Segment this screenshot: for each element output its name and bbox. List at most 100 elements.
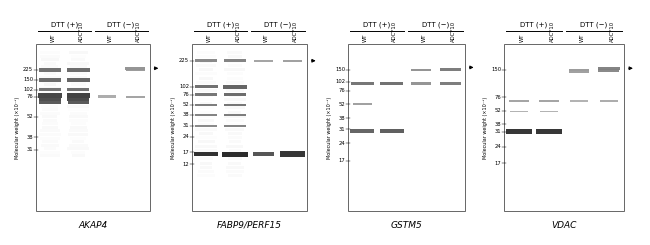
Bar (539, 100, 558, 102)
Bar (225, 106, 245, 109)
Bar (39, 98, 61, 101)
Bar (67, 93, 90, 98)
Bar (68, 88, 90, 91)
Bar (283, 60, 302, 62)
Bar (38, 78, 61, 82)
Text: 24: 24 (183, 134, 189, 139)
Text: WT: WT (265, 33, 269, 42)
Text: WT: WT (51, 33, 56, 42)
Bar (40, 69, 60, 72)
Bar (229, 140, 241, 143)
Bar (227, 51, 242, 54)
Text: WT: WT (580, 33, 584, 42)
Bar (510, 111, 528, 112)
Bar (98, 96, 116, 98)
Text: 31: 31 (183, 123, 189, 128)
Text: 102: 102 (335, 79, 345, 84)
Text: ADCY10: ADCY10 (549, 21, 554, 42)
Text: 52: 52 (183, 102, 189, 107)
Bar (39, 76, 61, 79)
Text: 31: 31 (339, 127, 345, 132)
Bar (42, 65, 58, 68)
Text: 52: 52 (339, 102, 345, 107)
Text: Molecular weight (×10⁻³): Molecular weight (×10⁻³) (483, 96, 488, 159)
Bar (198, 115, 215, 118)
Bar (380, 129, 404, 133)
Bar (195, 104, 217, 106)
Bar (42, 126, 58, 129)
Bar (42, 80, 58, 83)
Text: DTT (−): DTT (−) (422, 22, 449, 28)
Bar (200, 110, 213, 114)
Bar (71, 83, 86, 86)
Text: 102: 102 (23, 87, 33, 92)
Bar (70, 87, 86, 90)
Bar (72, 140, 84, 143)
Bar (228, 110, 242, 114)
Bar (72, 151, 85, 154)
Bar (42, 115, 57, 118)
Bar (40, 51, 60, 54)
Bar (194, 85, 218, 88)
Bar (198, 170, 214, 173)
Text: 17: 17 (495, 161, 501, 166)
Text: GSTM5: GSTM5 (391, 220, 422, 230)
Bar (224, 114, 246, 116)
Text: 76: 76 (339, 88, 345, 93)
Bar (224, 123, 246, 126)
Bar (200, 77, 213, 80)
Bar (42, 101, 58, 104)
Bar (224, 115, 246, 118)
Bar (226, 89, 244, 92)
Bar (228, 55, 242, 58)
Bar (72, 154, 85, 157)
Bar (67, 78, 90, 82)
Text: WT: WT (519, 33, 525, 42)
Text: DTT (+): DTT (+) (51, 22, 78, 28)
Text: 225: 225 (179, 58, 189, 63)
Bar (198, 106, 214, 109)
Bar (70, 94, 87, 97)
Text: 76: 76 (27, 94, 33, 99)
Bar (196, 55, 216, 58)
Bar (196, 72, 217, 75)
Bar (227, 85, 243, 88)
Bar (200, 162, 212, 165)
Bar (200, 85, 213, 88)
Bar (196, 124, 216, 127)
Bar (353, 103, 372, 105)
Bar (68, 105, 90, 108)
Text: WT: WT (207, 33, 212, 42)
Bar (42, 122, 58, 125)
Text: 17: 17 (183, 150, 189, 155)
Text: 76: 76 (495, 95, 501, 100)
Text: DTT (+): DTT (+) (520, 22, 547, 28)
Bar (227, 60, 242, 63)
Bar (44, 94, 57, 97)
Text: WT: WT (363, 33, 368, 42)
Text: DTT (−): DTT (−) (265, 22, 292, 28)
Bar (42, 144, 58, 147)
Text: 76: 76 (183, 92, 189, 98)
Bar (200, 94, 213, 97)
Bar (71, 122, 86, 125)
Bar (68, 98, 88, 100)
Bar (196, 149, 217, 152)
Bar (196, 136, 216, 139)
Text: DTT (+): DTT (+) (363, 22, 391, 28)
Bar (227, 174, 242, 177)
Bar (598, 67, 620, 70)
Bar (39, 87, 61, 90)
Text: 150: 150 (23, 77, 33, 82)
Bar (40, 129, 60, 133)
Bar (224, 98, 246, 101)
Text: 38: 38 (183, 112, 189, 117)
Text: 38: 38 (339, 116, 345, 121)
Bar (68, 90, 88, 93)
Bar (44, 83, 56, 86)
Bar (70, 65, 87, 68)
Text: VDAC: VDAC (551, 220, 577, 230)
Bar (439, 68, 461, 72)
Bar (198, 174, 215, 177)
Bar (196, 64, 216, 67)
